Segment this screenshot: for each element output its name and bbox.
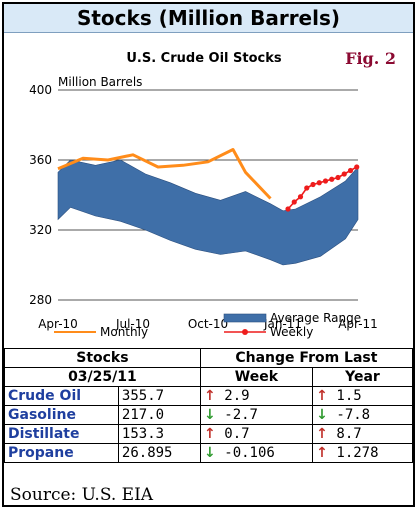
week-value: -2.7 [224, 407, 258, 423]
week-value: -0.106 [224, 445, 275, 461]
date-header: 03/25/11 [4, 367, 201, 387]
y-axis-label: Million Barrels [58, 75, 142, 89]
row-value: 355.7 [117, 386, 201, 406]
weekly-point [285, 206, 291, 212]
weekly-point [335, 174, 341, 181]
figure-label: Fig. 2 [345, 49, 396, 68]
arrow-down-icon: ↓ [316, 407, 328, 423]
arrow-up-icon: ↑ [203, 388, 216, 404]
chart-area: U.S. Crude Oil Stocks Fig. 2 Million Bar… [4, 34, 413, 346]
y-tick-label: 400 [29, 83, 52, 97]
arrow-up-icon: ↑ [316, 445, 328, 461]
year-header: Year [311, 367, 414, 387]
row-value: 217.0 [117, 405, 201, 425]
row-year-change: ↑ 8.7 [311, 424, 414, 444]
weekly-point [297, 194, 304, 200]
table-row: Crude Oil 355.7 ↑ 2.9 ↑ 1.5 [4, 386, 414, 406]
table-row: Propane 26.895 ↓ -0.106 ↑ 1.278 [4, 443, 414, 463]
row-week-change: ↓ -2.7 [199, 405, 313, 425]
series-lines [57, 148, 360, 212]
x-tick-label: Apr-10 [38, 317, 78, 331]
weekly-point [322, 178, 329, 184]
y-tick-label: 280 [29, 293, 52, 307]
stocks-header: Stocks [4, 348, 201, 368]
average-range-band [57, 159, 359, 266]
weekly-point [310, 181, 316, 188]
weekly-point [341, 171, 347, 177]
crude-oil-chart: U.S. Crude Oil Stocks Fig. 2 Million Bar… [29, 49, 396, 339]
legend-label-monthly: Monthly [100, 325, 148, 339]
table-subheader-row: 03/25/11 Week Year [4, 367, 414, 387]
year-value: -7.8 [336, 407, 371, 423]
row-week-change: ↓ -0.106 [199, 443, 313, 463]
monthly-series-line [57, 148, 272, 200]
arrow-down-icon: ↓ [203, 407, 216, 423]
arrow-down-icon: ↓ [203, 445, 216, 461]
source-note: Source: U.S. EIA [10, 485, 154, 505]
week-value: 2.9 [224, 388, 250, 404]
row-name: Crude Oil [4, 386, 119, 406]
row-year-change: ↑ 1.5 [311, 386, 414, 406]
weekly-point [354, 164, 360, 170]
weekly-point [347, 167, 354, 174]
x-tick-label: Jan-11 [263, 317, 302, 331]
arrow-up-icon: ↑ [203, 426, 216, 442]
row-week-change: ↑ 0.7 [199, 424, 313, 444]
row-year-change: ↑ 1.278 [311, 443, 414, 463]
row-name: Distillate [4, 424, 119, 444]
figure-frame [2, 2, 415, 507]
figure-header: Stocks (Million Barrels) [4, 4, 413, 33]
figure-header-title: Stocks (Million Barrels) [76, 6, 341, 30]
legend-label-average-range: Average Range [270, 311, 361, 325]
week-value: 0.7 [224, 426, 250, 442]
table-row: Distillate 153.3 ↑ 0.7 ↑ 8.7 [4, 424, 414, 444]
legend-swatch-average-range [223, 313, 267, 323]
weekly-point [304, 185, 310, 191]
row-name: Propane [4, 443, 119, 463]
weekly-point [316, 180, 322, 186]
y-tick-label: 360 [29, 153, 52, 167]
legend: Average Range Monthly Weekly [54, 311, 361, 339]
table-row: Gasoline 217.0 ↓ -2.7 ↓ -7.8 [4, 405, 414, 425]
x-tick-label: Jul-10 [115, 317, 150, 331]
year-value: 1.5 [336, 388, 362, 404]
arrow-up-icon: ↑ [316, 388, 328, 404]
table-header-row: Stocks Change From Last [4, 348, 414, 368]
row-value: 26.895 [117, 443, 201, 463]
row-name: Gasoline [4, 405, 119, 425]
change-header: Change From Last [199, 348, 414, 368]
x-tick-label: Oct-10 [188, 317, 228, 331]
chart-title: U.S. Crude Oil Stocks [126, 51, 282, 66]
axes: 280 320 360 400 Apr-10 Jul-10 Oct-10 Jan-11 Apr-… [29, 83, 378, 331]
row-value: 153.3 [117, 424, 201, 444]
legend-marker-weekly [242, 329, 248, 335]
arrow-up-icon: ↑ [316, 426, 328, 442]
row-week-change: ↑ 2.9 [199, 386, 313, 406]
x-tick-label: Apr-11 [338, 317, 378, 331]
weekly-point [291, 199, 297, 205]
legend-label-weekly: Weekly [270, 325, 313, 339]
weekly-point [329, 176, 335, 182]
week-header: Week [199, 367, 313, 387]
y-tick-label: 320 [29, 223, 52, 237]
average-range-area [57, 159, 359, 266]
year-value: 1.278 [336, 445, 379, 461]
year-value: 8.7 [336, 426, 362, 442]
stocks-table: Stocks Change From Last 03/25/11 Week Ye… [4, 348, 414, 463]
row-year-change: ↓ -7.8 [311, 405, 414, 425]
